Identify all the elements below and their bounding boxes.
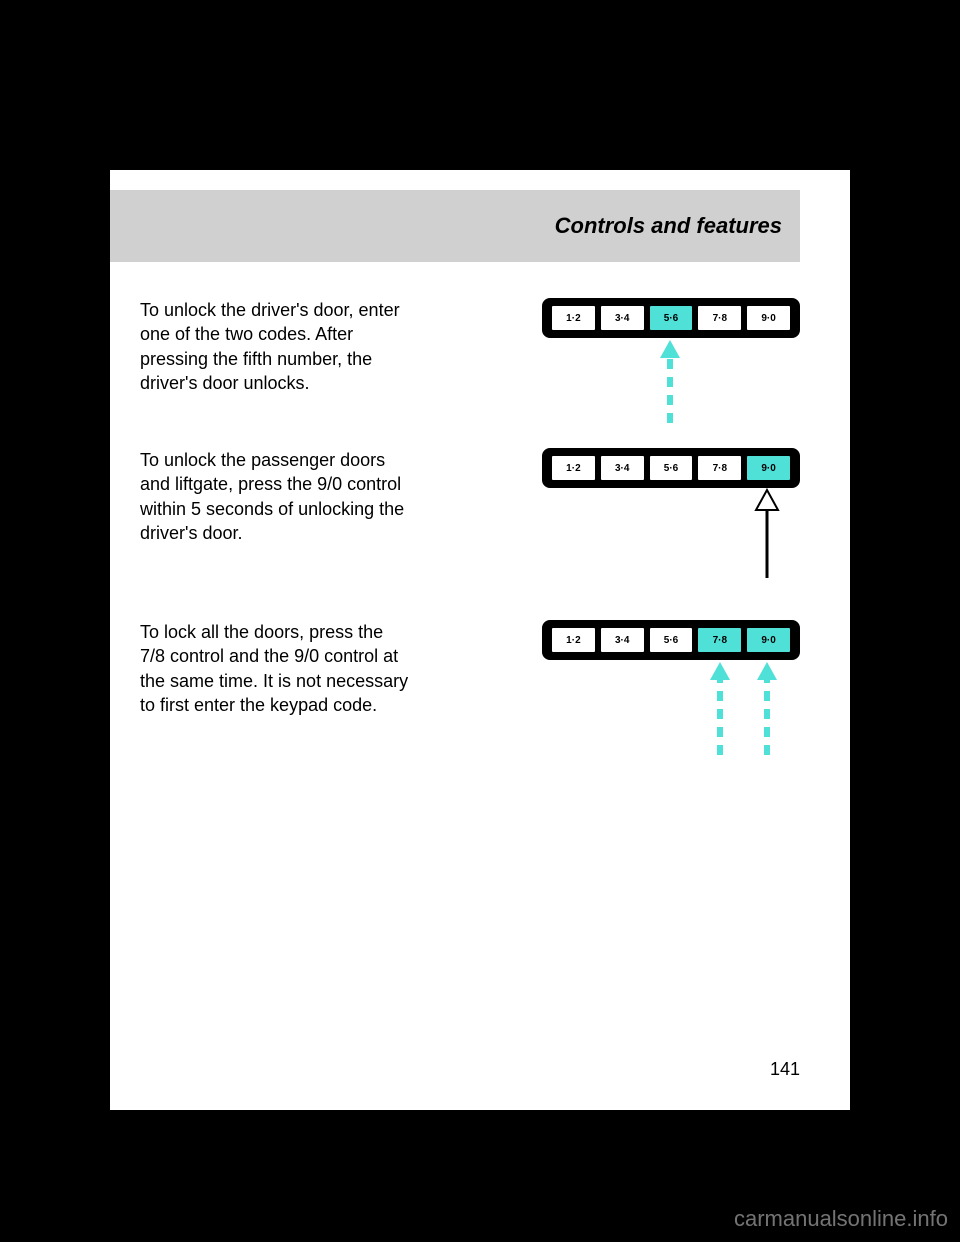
para2-l2: and liftgate, press the 9/0 control bbox=[140, 474, 401, 494]
keypad-diagram-1: 1·2 3·4 5·6 7·8 9·0 bbox=[542, 298, 800, 338]
key-7-8: 7·8 bbox=[697, 455, 742, 481]
para3-l4: to first enter the keypad code. bbox=[140, 695, 377, 715]
arrow-keypad-2 bbox=[542, 488, 800, 583]
para3-l2: 7/8 control and the 9/0 control at bbox=[140, 646, 398, 666]
key-7-8: 7·8 bbox=[697, 627, 742, 653]
key-1-2: 1·2 bbox=[551, 455, 596, 481]
key-1-2: 1·2 bbox=[551, 627, 596, 653]
header-bar: Controls and features bbox=[110, 190, 800, 262]
para-unlock-passenger: To unlock the passenger doors and liftga… bbox=[140, 448, 528, 545]
watermark: carmanualsonline.info bbox=[734, 1206, 948, 1232]
para1-l1: To unlock the driver's door, enter bbox=[140, 300, 400, 320]
arrow-keypad-3 bbox=[542, 660, 800, 760]
key-3-4: 3·4 bbox=[600, 627, 645, 653]
para2-l4: driver's door. bbox=[140, 523, 242, 543]
keypad-diagram-3: 1·2 3·4 5·6 7·8 9·0 bbox=[542, 620, 800, 660]
section-title: Controls and features bbox=[555, 213, 782, 239]
para3-l1: To lock all the doors, press the bbox=[140, 622, 383, 642]
key-3-4: 3·4 bbox=[600, 305, 645, 331]
key-9-0: 9·0 bbox=[746, 627, 791, 653]
key-9-0: 9·0 bbox=[746, 305, 791, 331]
para1-l3: pressing the fifth number, the bbox=[140, 349, 372, 369]
page-number: 141 bbox=[770, 1059, 800, 1080]
para-unlock-driver: To unlock the driver's door, enter one o… bbox=[140, 298, 528, 395]
key-5-6: 5·6 bbox=[649, 455, 694, 481]
manual-page: Controls and features To unlock the driv… bbox=[110, 170, 850, 1110]
para1-l4: driver's door unlocks. bbox=[140, 373, 310, 393]
para2-l3: within 5 seconds of unlocking the bbox=[140, 499, 404, 519]
para3-l3: the same time. It is not necessary bbox=[140, 671, 408, 691]
arrow-keypad-1 bbox=[542, 338, 800, 428]
para2-l1: To unlock the passenger doors bbox=[140, 450, 385, 470]
para1-l2: one of the two codes. After bbox=[140, 324, 353, 344]
key-3-4: 3·4 bbox=[600, 455, 645, 481]
key-1-2: 1·2 bbox=[551, 305, 596, 331]
para-lock-all: To lock all the doors, press the 7/8 con… bbox=[140, 620, 528, 717]
key-9-0: 9·0 bbox=[746, 455, 791, 481]
keypad-diagram-2: 1·2 3·4 5·6 7·8 9·0 bbox=[542, 448, 800, 488]
key-5-6: 5·6 bbox=[649, 627, 694, 653]
key-5-6: 5·6 bbox=[649, 305, 694, 331]
key-7-8: 7·8 bbox=[697, 305, 742, 331]
